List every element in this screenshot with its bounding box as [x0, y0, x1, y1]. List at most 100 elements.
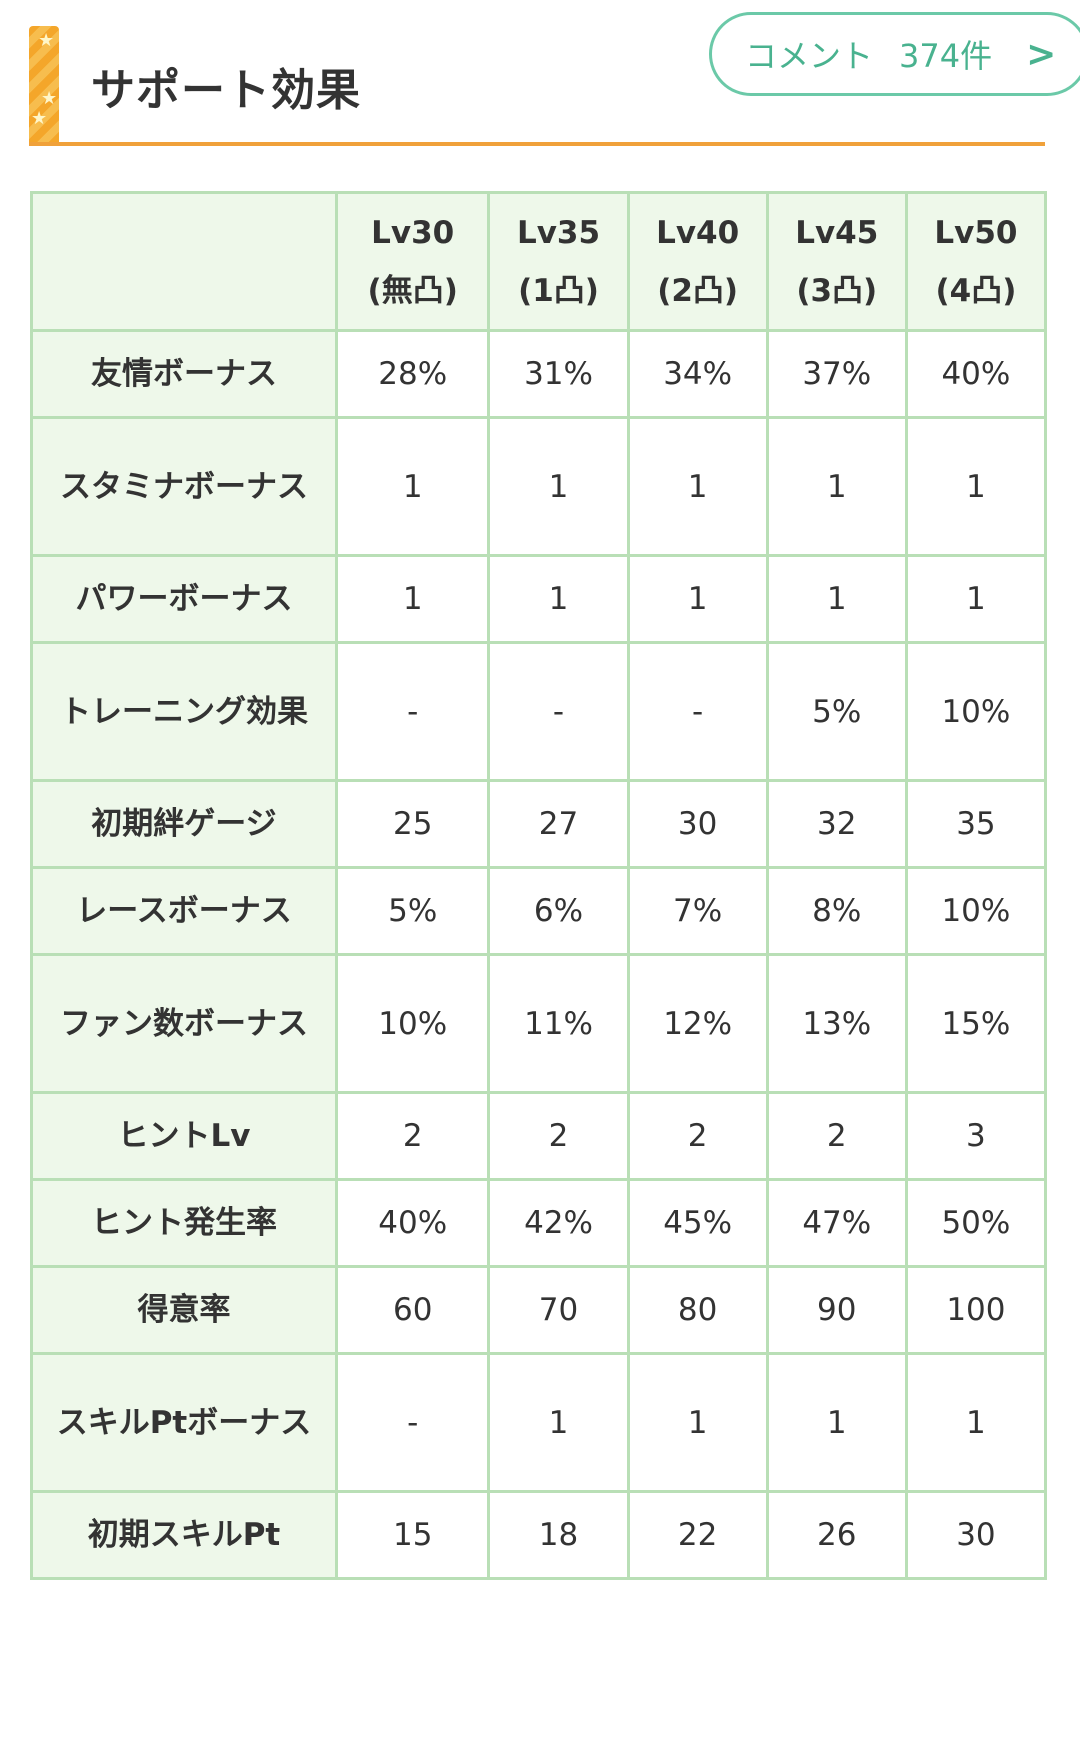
value-cell: 1: [626, 554, 769, 644]
value-cell: 47%: [765, 1178, 908, 1268]
row-label: ヒント発生率: [30, 1178, 338, 1268]
value-cell: 1: [765, 554, 908, 644]
value-cell: 5%: [334, 866, 491, 956]
value-cell: 10%: [334, 953, 491, 1094]
table-row: スキルPtボーナス -1 1 1 1: [30, 1352, 1048, 1493]
value-cell: -: [334, 1352, 491, 1493]
support-effect-table: Lv30 (無凸) Lv35 (1凸) Lv40 (2凸) Lv45 (3凸) Lv50…: [30, 191, 1048, 1580]
value-cell: -: [487, 641, 630, 782]
value-cell: 2: [626, 1091, 769, 1181]
value-cell: 8%: [765, 866, 908, 956]
table-row: 得意率 60 70 80 90 100: [30, 1265, 1048, 1355]
value-cell: 90: [765, 1265, 908, 1355]
value-cell: 1: [487, 1352, 630, 1493]
row-label: 友情ボーナス: [30, 329, 338, 419]
star-icon: ★: [38, 30, 55, 51]
header-accent-bar: ★ ★ ★: [29, 26, 59, 144]
comment-count: 374件: [899, 37, 993, 75]
row-label: ファン数ボーナス: [30, 953, 338, 1094]
row-label: レースボーナス: [30, 866, 338, 956]
value-cell: 10%: [904, 641, 1048, 782]
value-cell: 6%: [487, 866, 630, 956]
value-cell: -: [334, 641, 491, 782]
value-cell: 30: [626, 779, 769, 869]
row-label: スキルPtボーナス: [30, 1352, 338, 1493]
table-row: ヒントLv 2 2 2 2 3: [30, 1091, 1048, 1181]
value-cell: 40%: [904, 329, 1048, 419]
value-cell: 1: [487, 416, 630, 557]
row-label: 初期絆ゲージ: [30, 779, 338, 869]
value-cell: 37%: [765, 329, 908, 419]
value-cell: 2: [334, 1091, 491, 1181]
value-cell: 3: [904, 1091, 1048, 1181]
star-icon: ★: [31, 108, 48, 129]
value-cell: 1: [334, 554, 491, 644]
value-cell: 42%: [487, 1178, 630, 1268]
value-cell: 5%: [765, 641, 908, 782]
value-cell: 1: [765, 416, 908, 557]
value-cell: 50%: [904, 1178, 1048, 1268]
section-header: ★ ★ ★ サポート効果: [29, 26, 1045, 148]
comment-button-label: コメント: [745, 37, 874, 75]
row-label: 初期スキルPt: [30, 1490, 338, 1580]
table-row: パワーボーナス 1 1 1 1 1: [30, 554, 1048, 644]
row-label: トレーニング効果: [30, 641, 338, 782]
value-cell: 32: [765, 779, 908, 869]
value-cell: 60: [334, 1265, 491, 1355]
table-row: 友情ボーナス 28% 31% 34% 37% 40%: [30, 329, 1048, 419]
value-cell: 2: [765, 1091, 908, 1181]
value-cell: 40%: [334, 1178, 491, 1268]
value-cell: -: [626, 641, 769, 782]
value-cell: 12%: [626, 953, 769, 1094]
value-cell: 80: [626, 1265, 769, 1355]
value-cell: 13%: [765, 953, 908, 1094]
comment-button[interactable]: コメント 374件 >: [709, 12, 1080, 96]
table-row: 初期スキルPt 15 18 22 26 30: [30, 1490, 1048, 1580]
level-column-header: Lv45 (3凸): [765, 191, 908, 332]
value-cell: 1: [904, 554, 1048, 644]
value-cell: 34%: [626, 329, 769, 419]
table-row: トレーニング効果 - - -5% 10%: [30, 641, 1048, 782]
header-underline: [29, 142, 1045, 146]
row-label: パワーボーナス: [30, 554, 338, 644]
value-cell: 1: [334, 416, 491, 557]
value-cell: 70: [487, 1265, 630, 1355]
value-cell: 25: [334, 779, 491, 869]
value-cell: 35: [904, 779, 1048, 869]
value-cell: 26: [765, 1490, 908, 1580]
level-column-header: Lv35 (1凸): [487, 191, 630, 332]
table-row: レースボーナス 5% 6% 7% 8% 10%: [30, 866, 1048, 956]
row-label: スタミナボーナス: [30, 416, 338, 557]
row-label: ヒントLv: [30, 1091, 338, 1181]
level-column-header: Lv40 (2凸): [626, 191, 769, 332]
table-row: ファン数ボーナス 10% 11% 12% 13% 15%: [30, 953, 1048, 1094]
value-cell: 2: [487, 1091, 630, 1181]
table-row: 初期絆ゲージ 25 27 30 32 35: [30, 779, 1048, 869]
value-cell: 1: [765, 1352, 908, 1493]
value-cell: 7%: [626, 866, 769, 956]
table-header-row: Lv30 (無凸) Lv35 (1凸) Lv40 (2凸) Lv45 (3凸) Lv50…: [30, 191, 1048, 332]
row-label: 得意率: [30, 1265, 338, 1355]
value-cell: 45%: [626, 1178, 769, 1268]
value-cell: 15: [334, 1490, 491, 1580]
value-cell: 18: [487, 1490, 630, 1580]
table-row: スタミナボーナス 1 1 1 1 1: [30, 416, 1048, 557]
level-column-header: Lv30 (無凸): [334, 191, 491, 332]
value-cell: 1: [487, 554, 630, 644]
value-cell: 22: [626, 1490, 769, 1580]
star-icon: ★: [41, 88, 58, 109]
header-corner-cell: [30, 191, 338, 332]
level-column-header: Lv50 (4凸): [904, 191, 1048, 332]
value-cell: 10%: [904, 866, 1048, 956]
value-cell: 31%: [487, 329, 630, 419]
value-cell: 1: [904, 1352, 1048, 1493]
value-cell: 15%: [904, 953, 1048, 1094]
section-title: サポート効果: [91, 65, 361, 116]
chevron-right-icon: >: [1026, 33, 1057, 75]
value-cell: 30: [904, 1490, 1048, 1580]
value-cell: 27: [487, 779, 630, 869]
table-row: ヒント発生率 40% 42% 45% 47% 50%: [30, 1178, 1048, 1268]
value-cell: 28%: [334, 329, 491, 419]
value-cell: 1: [904, 416, 1048, 557]
value-cell: 1: [626, 1352, 769, 1493]
